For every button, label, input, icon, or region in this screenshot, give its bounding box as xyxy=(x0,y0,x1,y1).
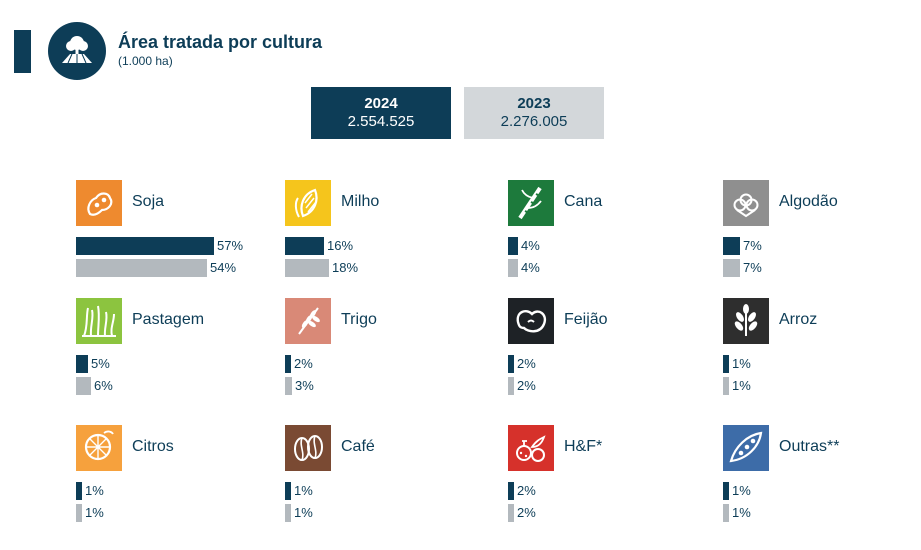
bar-2023-soja xyxy=(76,259,207,277)
value-label-2024-outras: 1% xyxy=(732,483,751,498)
crop-card-trigo: Trigo 2% 3% xyxy=(285,298,485,408)
rice-icon xyxy=(723,298,769,344)
soybean-icon xyxy=(76,180,122,226)
bar-2023-feijao xyxy=(508,377,514,395)
total-2024-value: 2.554.525 xyxy=(347,113,415,130)
value-label-2024-milho: 16% xyxy=(327,238,354,253)
bean-icon xyxy=(508,298,554,344)
value-label-2024-h-f: 2% xyxy=(517,483,536,498)
crop-name-algodao: Algodão xyxy=(779,193,838,210)
crop-card-arroz: Arroz 1% 1% xyxy=(723,298,921,408)
crop-card-feijao: Feijão 2% 2% xyxy=(508,298,708,408)
crop-name-citros: Citros xyxy=(132,438,174,455)
bar-2024-milho xyxy=(285,237,324,255)
crop-name-feijao: Feijão xyxy=(564,311,608,328)
bar-2024-pastagem xyxy=(76,355,88,373)
page-subtitle: (1.000 ha) xyxy=(118,54,173,68)
crop-name-arroz: Arroz xyxy=(779,311,818,328)
bar-2024-algodao xyxy=(723,237,740,255)
bar-2024-outras xyxy=(723,482,729,500)
value-label-2023-pastagem: 6% xyxy=(94,378,113,393)
value-label-2023-citros: 1% xyxy=(85,505,104,520)
bar-2023-cana xyxy=(508,259,518,277)
page-title: Área tratada por cultura xyxy=(118,32,323,52)
crop-card-cana: Cana 4% 4% xyxy=(508,180,708,290)
value-label-2023-cafe: 1% xyxy=(294,505,313,520)
total-2024-box: 2024 2.554.525 xyxy=(311,87,451,139)
value-label-2023-soja: 54% xyxy=(210,260,237,275)
crop-name-h-f: H&F* xyxy=(564,438,603,455)
bar-2023-cafe xyxy=(285,504,291,522)
value-label-2023-milho: 18% xyxy=(332,260,359,275)
crop-name-cafe: Café xyxy=(341,438,375,455)
value-label-2023-feijao: 2% xyxy=(517,378,536,393)
value-label-2024-cafe: 1% xyxy=(294,483,313,498)
bar-2024-cana xyxy=(508,237,518,255)
value-label-2023-outras: 1% xyxy=(732,505,751,520)
header-accent-bar xyxy=(14,30,31,73)
crop-card-milho: Milho 16% 18% xyxy=(285,180,485,290)
total-2023-box: 2023 2.276.005 xyxy=(464,87,604,139)
bar-2024-soja xyxy=(76,237,214,255)
value-label-2024-feijao: 2% xyxy=(517,356,536,371)
bar-2024-h-f xyxy=(508,482,514,500)
citrus-icon xyxy=(76,425,122,471)
value-label-2023-h-f: 2% xyxy=(517,505,536,520)
value-label-2024-trigo: 2% xyxy=(294,356,313,371)
total-2023-value: 2.276.005 xyxy=(500,113,568,130)
crop-card-pastagem: Pastagem 5% 6% xyxy=(76,298,276,408)
bar-2023-trigo xyxy=(285,377,292,395)
pasture-icon xyxy=(76,298,122,344)
vegetables-fruits-icon xyxy=(508,425,554,471)
wheat-icon xyxy=(285,298,331,344)
crop-name-trigo: Trigo xyxy=(341,311,377,328)
field-tree-icon xyxy=(48,22,106,80)
crop-card-algodao: Algodão 7% 7% xyxy=(723,180,921,290)
crop-card-cafe: Café 1% 1% xyxy=(285,425,485,535)
crop-name-milho: Milho xyxy=(341,193,380,210)
crop-name-pastagem: Pastagem xyxy=(132,311,205,328)
bar-2023-outras xyxy=(723,504,729,522)
bar-2024-cafe xyxy=(285,482,291,500)
sugarcane-icon xyxy=(508,180,554,226)
bar-2024-arroz xyxy=(723,355,729,373)
bar-2023-milho xyxy=(285,259,329,277)
bar-2024-trigo xyxy=(285,355,291,373)
corn-icon xyxy=(285,180,331,226)
value-label-2023-trigo: 3% xyxy=(295,378,314,393)
value-label-2024-algodao: 7% xyxy=(743,238,762,253)
bar-2023-h-f xyxy=(508,504,514,522)
value-label-2024-pastagem: 5% xyxy=(91,356,110,371)
bar-2023-citros xyxy=(76,504,82,522)
bar-2023-algodao xyxy=(723,259,740,277)
crop-card-soja: Soja 57% 54% xyxy=(76,180,276,290)
value-label-2023-cana: 4% xyxy=(521,260,540,275)
bar-2024-feijao xyxy=(508,355,514,373)
crop-card-h-f: H&F* 2% 2% xyxy=(508,425,708,535)
coffee-icon xyxy=(285,425,331,471)
crop-card-outras: Outras** 1% 1% xyxy=(723,425,921,535)
bar-2024-citros xyxy=(76,482,82,500)
value-label-2024-soja: 57% xyxy=(217,238,244,253)
cotton-icon xyxy=(723,180,769,226)
value-label-2024-arroz: 1% xyxy=(732,356,751,371)
crop-card-citros: Citros 1% 1% xyxy=(76,425,276,535)
bar-2023-arroz xyxy=(723,377,729,395)
crop-name-soja: Soja xyxy=(132,193,165,210)
crop-name-cana: Cana xyxy=(564,193,603,210)
value-label-2024-cana: 4% xyxy=(521,238,540,253)
value-label-2024-citros: 1% xyxy=(85,483,104,498)
crop-name-outras: Outras** xyxy=(779,438,840,455)
total-2023-year: 2023 xyxy=(517,95,551,112)
total-2024-year: 2024 xyxy=(364,95,398,112)
value-label-2023-algodao: 7% xyxy=(743,260,762,275)
pea-pod-icon xyxy=(723,425,769,471)
value-label-2023-arroz: 1% xyxy=(732,378,751,393)
bar-2023-pastagem xyxy=(76,377,91,395)
